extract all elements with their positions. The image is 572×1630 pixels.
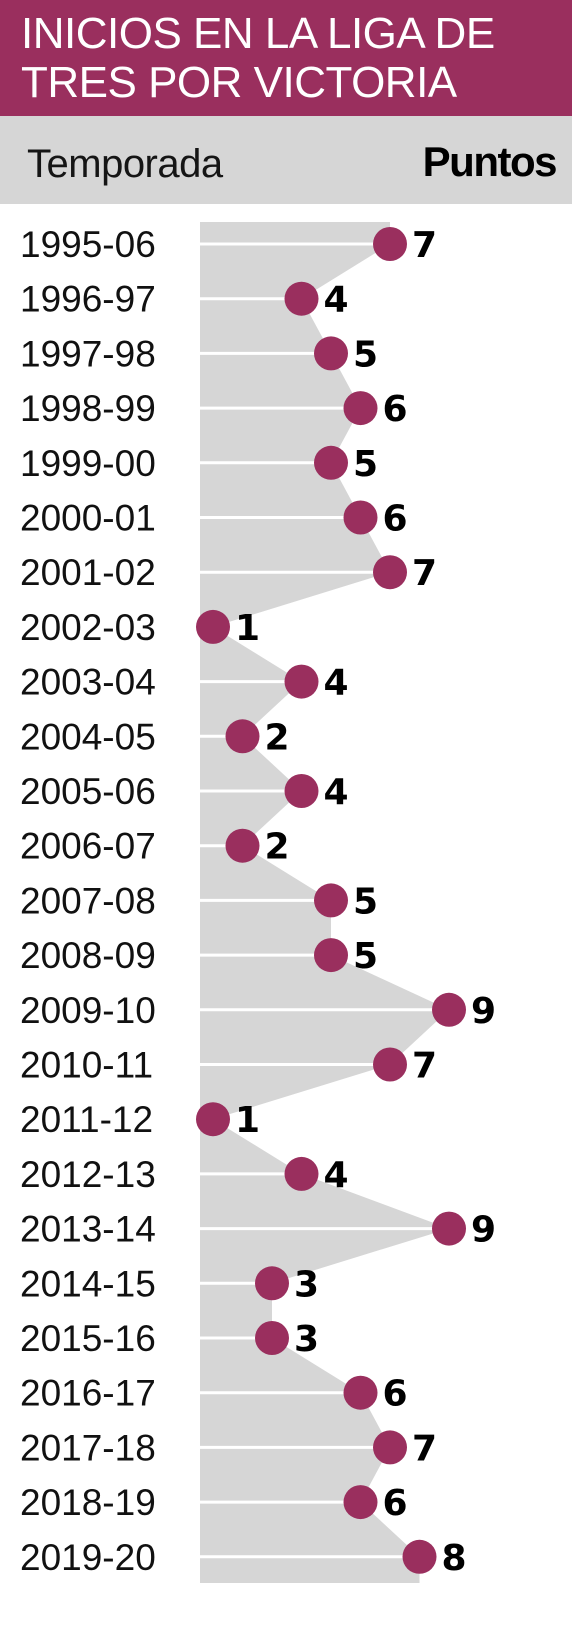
season-label: 2019-20 [20, 1537, 156, 1578]
season-label: 2002-03 [20, 607, 156, 648]
point-value-label: 7 [412, 1428, 437, 1469]
point-marker [255, 1321, 289, 1355]
point-marker [343, 1375, 378, 1410]
season-label: 2007-08 [20, 880, 156, 921]
point-value-label: 9 [471, 991, 496, 1032]
season-label: 1996-97 [20, 279, 156, 320]
season-label: 2016-17 [20, 1373, 156, 1414]
point-marker [343, 500, 378, 535]
season-label: 2006-07 [20, 826, 156, 867]
column-header-bar [0, 116, 572, 204]
point-marker [284, 1156, 319, 1191]
season-label: 2003-04 [20, 662, 156, 703]
season-label: 2000-01 [20, 498, 156, 539]
point-value-label: 5 [353, 444, 378, 485]
point-marker [225, 719, 260, 754]
point-marker [255, 1266, 289, 1301]
point-marker [314, 883, 348, 918]
point-value-label: 3 [294, 1264, 319, 1305]
point-value-label: 1 [235, 608, 260, 649]
season-label: 2011-12 [20, 1099, 153, 1140]
point-marker [402, 1539, 437, 1574]
point-value-label: 9 [471, 1210, 496, 1251]
point-value-label: 5 [353, 936, 378, 977]
point-marker [284, 774, 319, 808]
point-value-label: 8 [442, 1538, 467, 1579]
point-marker [314, 336, 348, 371]
point-value-label: 6 [383, 499, 408, 540]
season-label: 1998-99 [20, 388, 156, 429]
season-label: 2017-18 [20, 1427, 156, 1468]
point-marker [314, 445, 348, 480]
point-value-label: 6 [383, 1483, 408, 1524]
point-value-label: 5 [353, 881, 378, 922]
point-value-label: 6 [383, 1374, 408, 1415]
season-label: 2015-16 [20, 1318, 156, 1359]
point-marker [373, 227, 407, 261]
chart-title: INICIOS EN LA LIGA DE TRES POR VICTORIA [21, 9, 495, 107]
season-label: 2014-15 [20, 1263, 156, 1304]
point-value-label: 3 [294, 1319, 319, 1360]
point-marker [343, 391, 378, 426]
point-marker [284, 664, 319, 699]
point-value-label: 4 [324, 772, 349, 813]
point-marker [373, 555, 407, 590]
point-value-label: 1 [235, 1100, 260, 1141]
points-column-header: Puntos [422, 138, 558, 185]
point-value-label: 7 [412, 225, 437, 266]
point-value-label: 4 [324, 1155, 349, 1196]
point-marker [284, 281, 319, 316]
point-value-label: 4 [324, 663, 349, 704]
point-marker [314, 938, 348, 973]
point-value-label: 7 [412, 553, 437, 594]
season-label: 2012-13 [20, 1154, 156, 1195]
point-value-label: 7 [412, 1046, 437, 1087]
point-value-label: 5 [353, 334, 378, 375]
season-column-header: Temporada [27, 142, 223, 186]
point-marker [225, 828, 260, 863]
season-label: 1999-00 [20, 443, 156, 484]
season-label: 1995-06 [20, 224, 156, 265]
season-label: 2008-09 [20, 935, 156, 976]
point-marker [373, 1430, 407, 1465]
point-marker [343, 1485, 378, 1520]
season-label: 2004-05 [20, 716, 156, 757]
season-label: 2010-11 [20, 1045, 153, 1086]
season-label: 2009-10 [20, 990, 156, 1031]
season-label: 2005-06 [20, 771, 156, 812]
title-banner [0, 0, 572, 116]
season-label: 2013-14 [20, 1209, 156, 1250]
season-label: 2018-19 [20, 1482, 156, 1523]
point-value-label: 4 [324, 280, 349, 321]
season-label: 2001-02 [20, 552, 156, 593]
point-marker [432, 1211, 466, 1246]
point-value-label: 2 [265, 827, 290, 868]
point-marker [196, 609, 230, 644]
season-label: 1997-98 [20, 333, 156, 374]
point-marker [196, 1102, 230, 1137]
point-value-label: 2 [265, 717, 290, 758]
point-marker [432, 992, 466, 1027]
point-value-label: 6 [383, 389, 408, 430]
point-marker [373, 1047, 407, 1082]
